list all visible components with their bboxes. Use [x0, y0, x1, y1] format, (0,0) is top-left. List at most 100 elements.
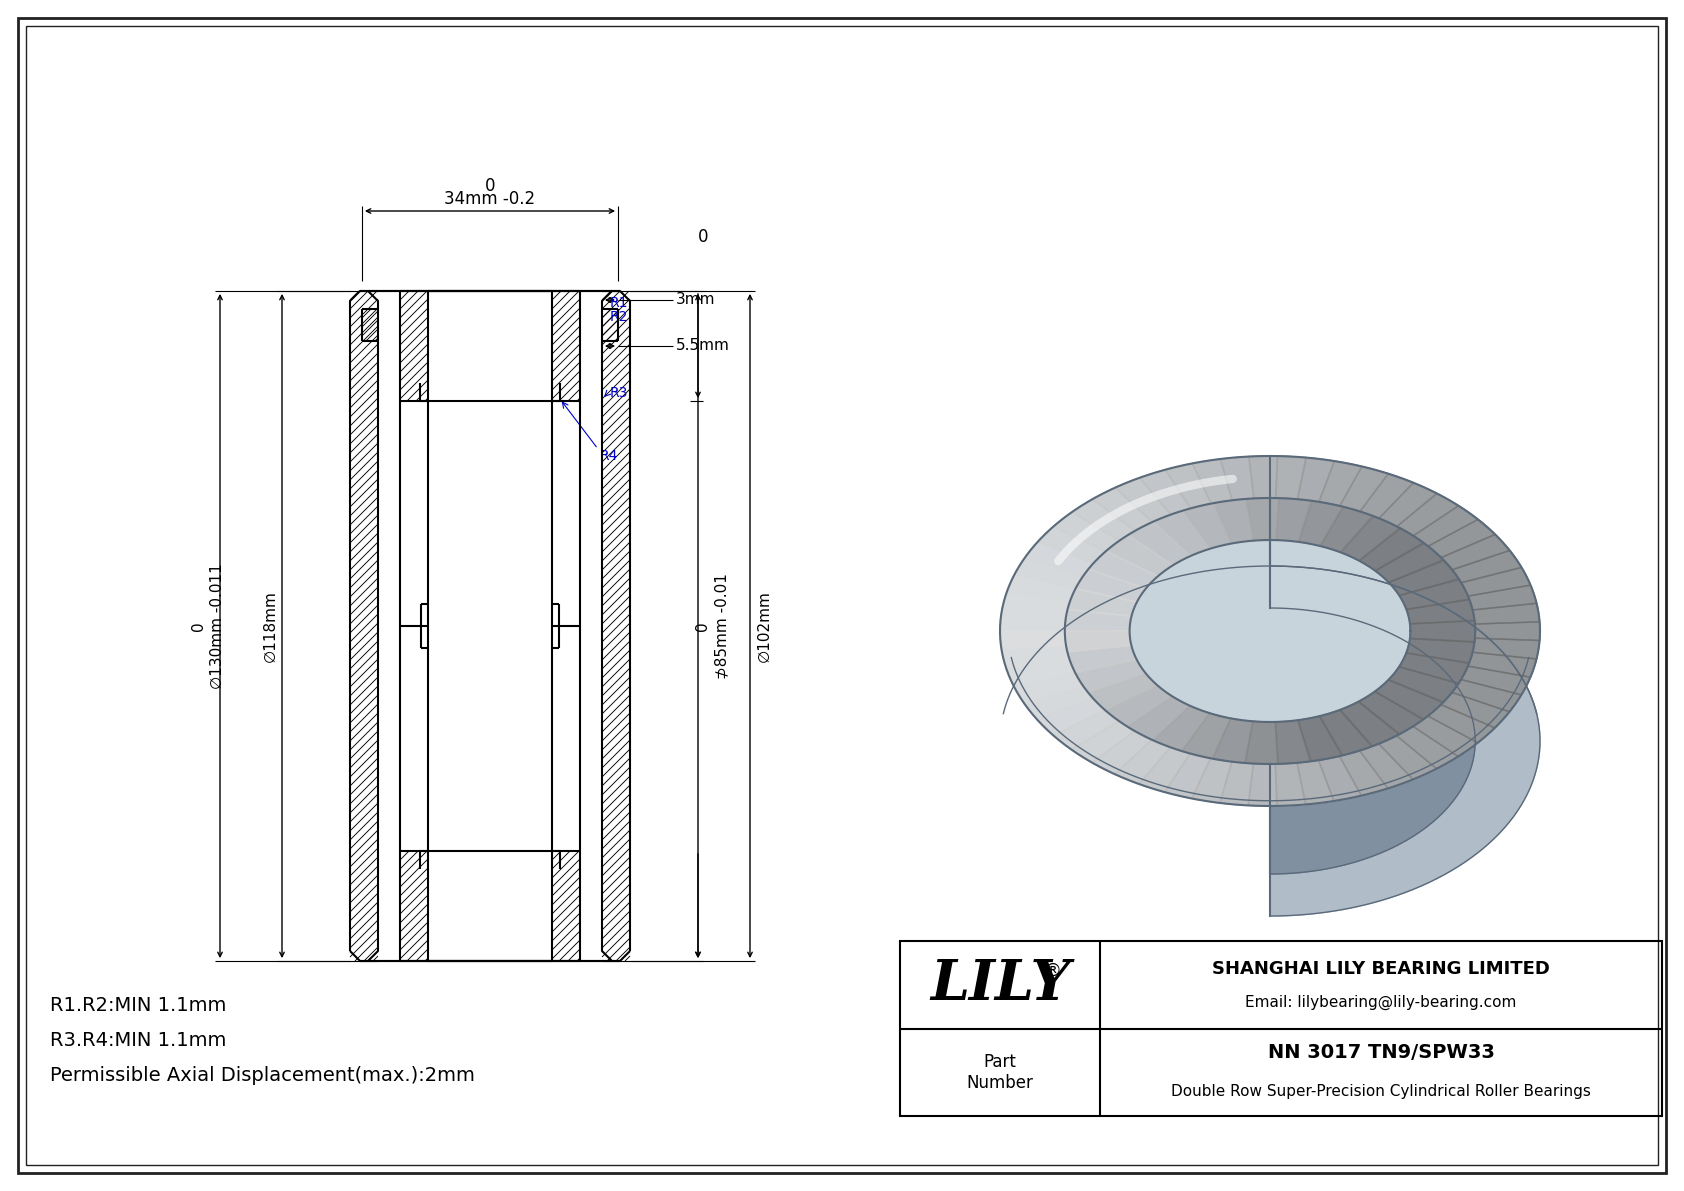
Polygon shape: [1064, 631, 1132, 651]
Text: LILY: LILY: [930, 958, 1069, 1012]
Text: R2: R2: [610, 310, 628, 324]
Text: 5.5mm: 5.5mm: [675, 338, 729, 354]
Polygon shape: [1468, 585, 1536, 610]
Polygon shape: [1452, 550, 1521, 582]
Polygon shape: [1037, 698, 1105, 735]
Polygon shape: [1389, 561, 1458, 596]
Polygon shape: [1140, 469, 1191, 515]
Polygon shape: [1428, 519, 1495, 557]
Polygon shape: [1165, 754, 1211, 798]
Polygon shape: [1106, 686, 1172, 727]
Polygon shape: [1472, 638, 1539, 659]
Polygon shape: [1319, 461, 1362, 506]
Polygon shape: [1340, 467, 1388, 511]
Text: 0
⊅85mm -0.01: 0 ⊅85mm -0.01: [694, 573, 729, 679]
Polygon shape: [1399, 579, 1468, 610]
Polygon shape: [1406, 600, 1475, 624]
Text: SHANGHAI LILY BEARING LIMITED: SHANGHAI LILY BEARING LIMITED: [1212, 960, 1549, 978]
Polygon shape: [1002, 594, 1069, 617]
Polygon shape: [1064, 610, 1132, 630]
Polygon shape: [1399, 653, 1468, 684]
Polygon shape: [1413, 716, 1477, 756]
Text: ®: ®: [1042, 962, 1061, 980]
Polygon shape: [1165, 463, 1211, 509]
Polygon shape: [1270, 498, 1475, 874]
Polygon shape: [1068, 646, 1137, 673]
Polygon shape: [1298, 457, 1334, 501]
Text: R1.R2:MIN 1.1mm: R1.R2:MIN 1.1mm: [51, 996, 226, 1015]
Polygon shape: [1064, 631, 1132, 651]
Text: 0: 0: [485, 177, 495, 195]
Polygon shape: [1462, 666, 1531, 694]
Polygon shape: [1214, 499, 1253, 543]
Polygon shape: [1276, 721, 1310, 763]
Polygon shape: [1406, 638, 1475, 663]
Polygon shape: [1014, 673, 1083, 703]
Polygon shape: [1154, 511, 1209, 556]
Polygon shape: [1106, 535, 1172, 576]
Polygon shape: [1076, 660, 1145, 692]
Polygon shape: [1014, 559, 1083, 590]
Text: NN 3017 TN9/SPW33: NN 3017 TN9/SPW33: [1268, 1043, 1494, 1062]
Polygon shape: [1270, 456, 1539, 916]
Polygon shape: [1376, 543, 1443, 582]
Polygon shape: [1128, 697, 1191, 740]
Polygon shape: [1452, 680, 1521, 712]
Polygon shape: [1320, 710, 1372, 755]
Polygon shape: [1052, 710, 1118, 749]
Text: R3: R3: [610, 386, 628, 400]
Polygon shape: [1071, 722, 1135, 762]
Polygon shape: [1413, 506, 1479, 547]
Polygon shape: [1468, 653, 1536, 676]
Polygon shape: [1064, 498, 1475, 763]
Text: Double Row Super-Precision Cylindrical Roller Bearings: Double Row Super-Precision Cylindrical R…: [1170, 1084, 1591, 1099]
Polygon shape: [1000, 456, 1539, 806]
Polygon shape: [1359, 692, 1423, 734]
Polygon shape: [1088, 551, 1159, 588]
Polygon shape: [1410, 621, 1475, 642]
Polygon shape: [1182, 713, 1231, 759]
Polygon shape: [1182, 504, 1231, 549]
Polygon shape: [1462, 568, 1531, 596]
Polygon shape: [1192, 759, 1231, 803]
Text: R1: R1: [610, 297, 628, 310]
Polygon shape: [1361, 474, 1413, 518]
Polygon shape: [1130, 540, 1411, 722]
Polygon shape: [1068, 588, 1137, 616]
Polygon shape: [1130, 540, 1411, 722]
Text: 0
∅130mm -0.011: 0 ∅130mm -0.011: [190, 563, 226, 688]
Polygon shape: [1088, 673, 1157, 711]
Text: ∅102mm: ∅102mm: [756, 590, 771, 662]
Text: Email: lilybearing@lily-bearing.com: Email: lilybearing@lily-bearing.com: [1244, 994, 1517, 1010]
Polygon shape: [1064, 498, 1475, 763]
Polygon shape: [1093, 488, 1152, 531]
Polygon shape: [1005, 659, 1074, 686]
Polygon shape: [1250, 456, 1276, 498]
Polygon shape: [1037, 526, 1105, 563]
Polygon shape: [1093, 731, 1152, 774]
Polygon shape: [1138, 747, 1191, 792]
Text: 3mm: 3mm: [675, 293, 716, 307]
Polygon shape: [1376, 680, 1443, 719]
Polygon shape: [1359, 529, 1423, 570]
Polygon shape: [1442, 692, 1509, 728]
Polygon shape: [1000, 631, 1066, 649]
Polygon shape: [1248, 763, 1276, 806]
Polygon shape: [1396, 727, 1458, 768]
Polygon shape: [1359, 744, 1413, 788]
Polygon shape: [1244, 722, 1278, 763]
Polygon shape: [1000, 631, 1066, 649]
Polygon shape: [1276, 456, 1305, 499]
Text: ∅118mm: ∅118mm: [263, 590, 278, 662]
Polygon shape: [1428, 705, 1495, 743]
Polygon shape: [1340, 701, 1399, 747]
Polygon shape: [1340, 516, 1399, 561]
Polygon shape: [1276, 498, 1312, 542]
Polygon shape: [1320, 507, 1372, 553]
Text: R3.R4:MIN 1.1mm: R3.R4:MIN 1.1mm: [51, 1031, 226, 1050]
Text: Part
Number: Part Number: [967, 1053, 1034, 1092]
Polygon shape: [1054, 512, 1120, 551]
Text: R4: R4: [600, 449, 618, 463]
Polygon shape: [1389, 667, 1458, 701]
Polygon shape: [1339, 750, 1388, 796]
